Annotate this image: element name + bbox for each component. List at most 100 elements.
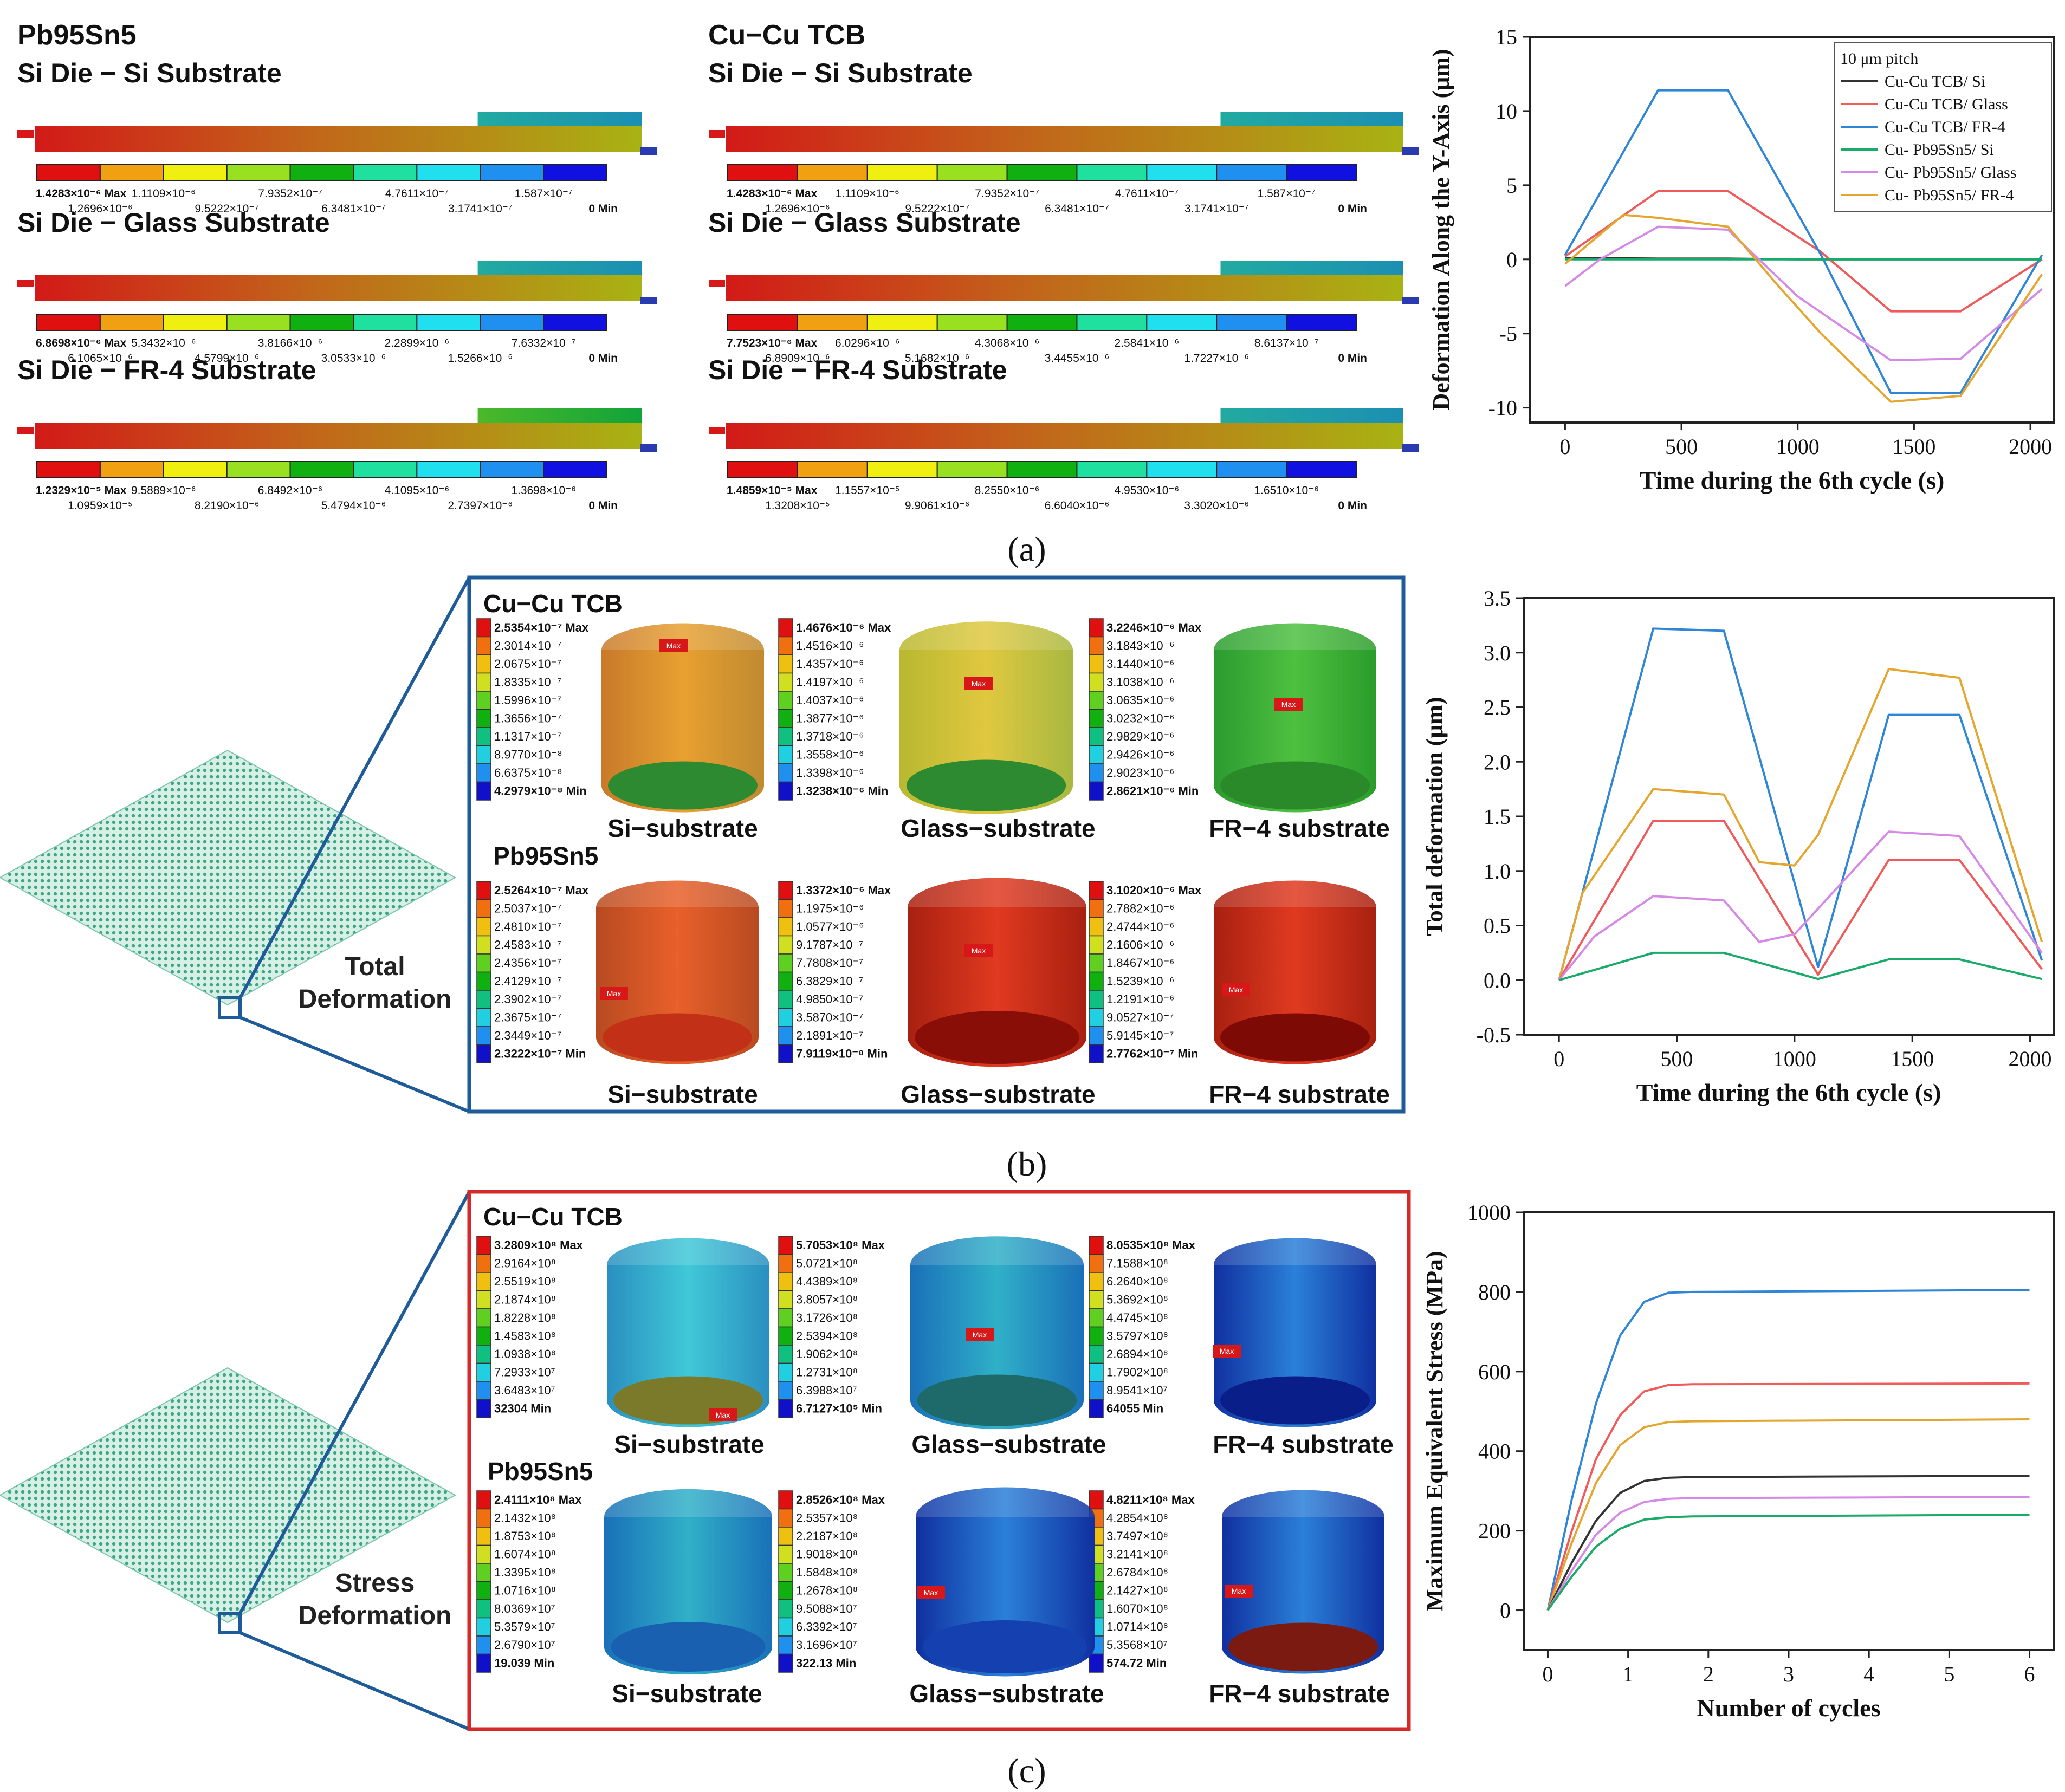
legend-label: 2.3014×10⁻⁷ <box>494 639 561 653</box>
legend-label: 6.3988×10⁷ <box>796 1384 857 1397</box>
colorbar-swatch <box>99 461 164 478</box>
x-tick-label: 6 <box>2024 1662 2035 1686</box>
colorbar-swatch <box>543 164 607 181</box>
legend-label: 2.1891×10⁻⁷ <box>796 1029 863 1042</box>
legend-swatch <box>778 917 793 937</box>
legend-label: 3.1038×10⁻⁶ <box>1106 676 1174 689</box>
beam-contour <box>726 275 1403 301</box>
colorbar-swatch <box>226 164 291 181</box>
legend-swatch <box>1089 1272 1104 1291</box>
legend-label: 5.9145×10⁻⁷ <box>1106 1029 1174 1042</box>
colorbar-tick-label: 1.3698×10⁻⁶ <box>511 484 576 497</box>
legend-label: 1.3398×10⁻⁶ <box>796 766 864 780</box>
plot-frame <box>1523 1211 2055 1651</box>
legend-swatch <box>1089 1399 1104 1418</box>
colorbar-min-label: 0 Min <box>588 203 618 215</box>
legend-label: 3.0635×10⁻⁶ <box>1106 693 1174 707</box>
legend-label: 5.3579×10⁷ <box>494 1620 555 1634</box>
y-tick-label: 600 <box>1478 1360 1511 1384</box>
mesh-plane-c <box>0 1367 457 1624</box>
panel-b: Total Deformation Cu−Cu TCB Pb95Sn5 2.53… <box>0 575 2055 1183</box>
colorbar-tick-label: 1.1109×10⁻⁶ <box>836 187 899 200</box>
legend-swatch <box>778 1599 793 1619</box>
colorbar-min-label: 0 Min <box>1338 499 1367 512</box>
y-tick-label: 200 <box>1478 1519 1511 1543</box>
colorbar-swatch <box>99 164 164 181</box>
series-line <box>1558 627 2043 981</box>
colorbar-swatch <box>99 314 164 331</box>
legend-label: 1.1317×10⁻⁷ <box>494 730 561 743</box>
colorbar-swatch <box>36 314 101 331</box>
colorbar-min-label: 0 Min <box>588 352 618 365</box>
legend-swatch <box>1089 935 1104 955</box>
legend-label: 7.1588×10⁸ <box>1106 1257 1168 1270</box>
legend-swatch <box>778 899 793 918</box>
legend-label: 2.3222×10⁻⁷ Min <box>494 1047 586 1061</box>
chart-a: 0 500 1000 1500 2000 15 10 5 0 -5 -10 Time during t… <box>1428 25 2055 494</box>
colorbar-tick-label: 1.5266×10⁻⁶ <box>448 352 513 365</box>
legend-swatch <box>778 1044 793 1063</box>
legend-label: 1.1975×10⁻⁶ <box>796 902 864 916</box>
legend-swatch <box>476 953 491 973</box>
legend-swatch <box>1089 1236 1104 1255</box>
legend-swatch <box>778 781 793 801</box>
legend-label: 1.4516×10⁻⁶ <box>796 639 864 653</box>
colorbar-tick-label: 3.4455×10⁻⁶ <box>1045 352 1110 365</box>
legend-label: 5.3568×10⁷ <box>1106 1638 1168 1652</box>
max-tag: Max <box>966 1328 994 1341</box>
colorbar-tick-label: 4.3068×10⁻⁶ <box>975 337 1040 349</box>
legend-label: 2.3675×10⁻⁷ <box>494 1011 561 1024</box>
y-tick-label: 1000 <box>1467 1200 1511 1225</box>
legend-label: 3.6483×10⁷ <box>494 1384 555 1397</box>
colorbar-swatch <box>353 164 418 181</box>
y-tick-label: 5 <box>1506 173 1517 198</box>
legend-swatch <box>1089 1308 1104 1328</box>
colorbar-swatch <box>1286 164 1357 181</box>
svg-text:Max: Max <box>666 641 681 650</box>
svg-text:Max: Max <box>716 1411 730 1419</box>
min-marker <box>1402 147 1419 155</box>
colorbar-max-label: 1.4283×10⁻⁶ Max <box>36 187 127 200</box>
colorbar-tick-label: 9.5222×10⁻⁷ <box>905 203 969 215</box>
colorbar-tick-label: 3.8166×10⁻⁶ <box>258 337 323 349</box>
legend-swatch <box>476 618 491 638</box>
colorbar-tick-label: 6.6040×10⁻⁶ <box>1045 499 1110 512</box>
legend-label: 2.4111×10⁸ Max <box>494 1493 582 1507</box>
legend-label: 2.1427×10⁸ <box>1106 1584 1168 1598</box>
legend-label: 2.4583×10⁻⁷ <box>494 938 561 952</box>
colorbar-swatch <box>1076 314 1148 331</box>
legend-swatch <box>778 1490 793 1510</box>
max-marker <box>709 280 725 287</box>
legend-label: 1.9018×10⁸ <box>796 1548 858 1561</box>
legend-label: 2.4129×10⁻⁷ <box>494 975 561 988</box>
legend-label: 1.3372×10⁻⁶ Max <box>796 884 891 897</box>
colorbar-tick-label: 6.3481×10⁻⁷ <box>1045 203 1109 215</box>
panel-c-label: (c) <box>1007 1751 1046 1790</box>
sim-subtitle: Si Die − Si Substrate <box>17 58 282 88</box>
legend-swatch <box>1089 691 1104 710</box>
legend-label: 322.13 Min <box>796 1657 856 1670</box>
min-marker <box>640 297 657 304</box>
legend-label: 1.8467×10⁻⁶ <box>1106 956 1174 970</box>
legend-swatch <box>1089 745 1104 764</box>
x-tick-label: 1500 <box>1892 434 1935 459</box>
series-line <box>1546 1496 2030 1611</box>
x-tick-label: 3 <box>1783 1662 1794 1686</box>
mesh-zoom-box-c <box>218 1612 242 1634</box>
legend-swatch <box>476 1272 491 1291</box>
series-line <box>1564 225 2043 361</box>
legend-swatch <box>476 654 491 674</box>
colorbar-swatch <box>936 461 1008 478</box>
legend-swatch <box>778 1345 793 1364</box>
legend-swatch <box>476 709 491 728</box>
colorbar-swatch <box>1006 461 1078 478</box>
colorbar-tick-label: 1.6510×10⁻⁶ <box>1254 484 1319 497</box>
legend-swatch <box>476 636 491 655</box>
max-tag: Max <box>600 987 628 1000</box>
legend-label: 6.7127×10⁵ Min <box>796 1402 882 1416</box>
legend-label: 2.5519×10⁸ <box>494 1275 556 1288</box>
legend-swatch <box>476 935 491 955</box>
colorbar-swatch <box>289 314 354 331</box>
x-tick-label: 1000 <box>1776 434 1820 459</box>
colorbar-swatch <box>1286 461 1357 478</box>
